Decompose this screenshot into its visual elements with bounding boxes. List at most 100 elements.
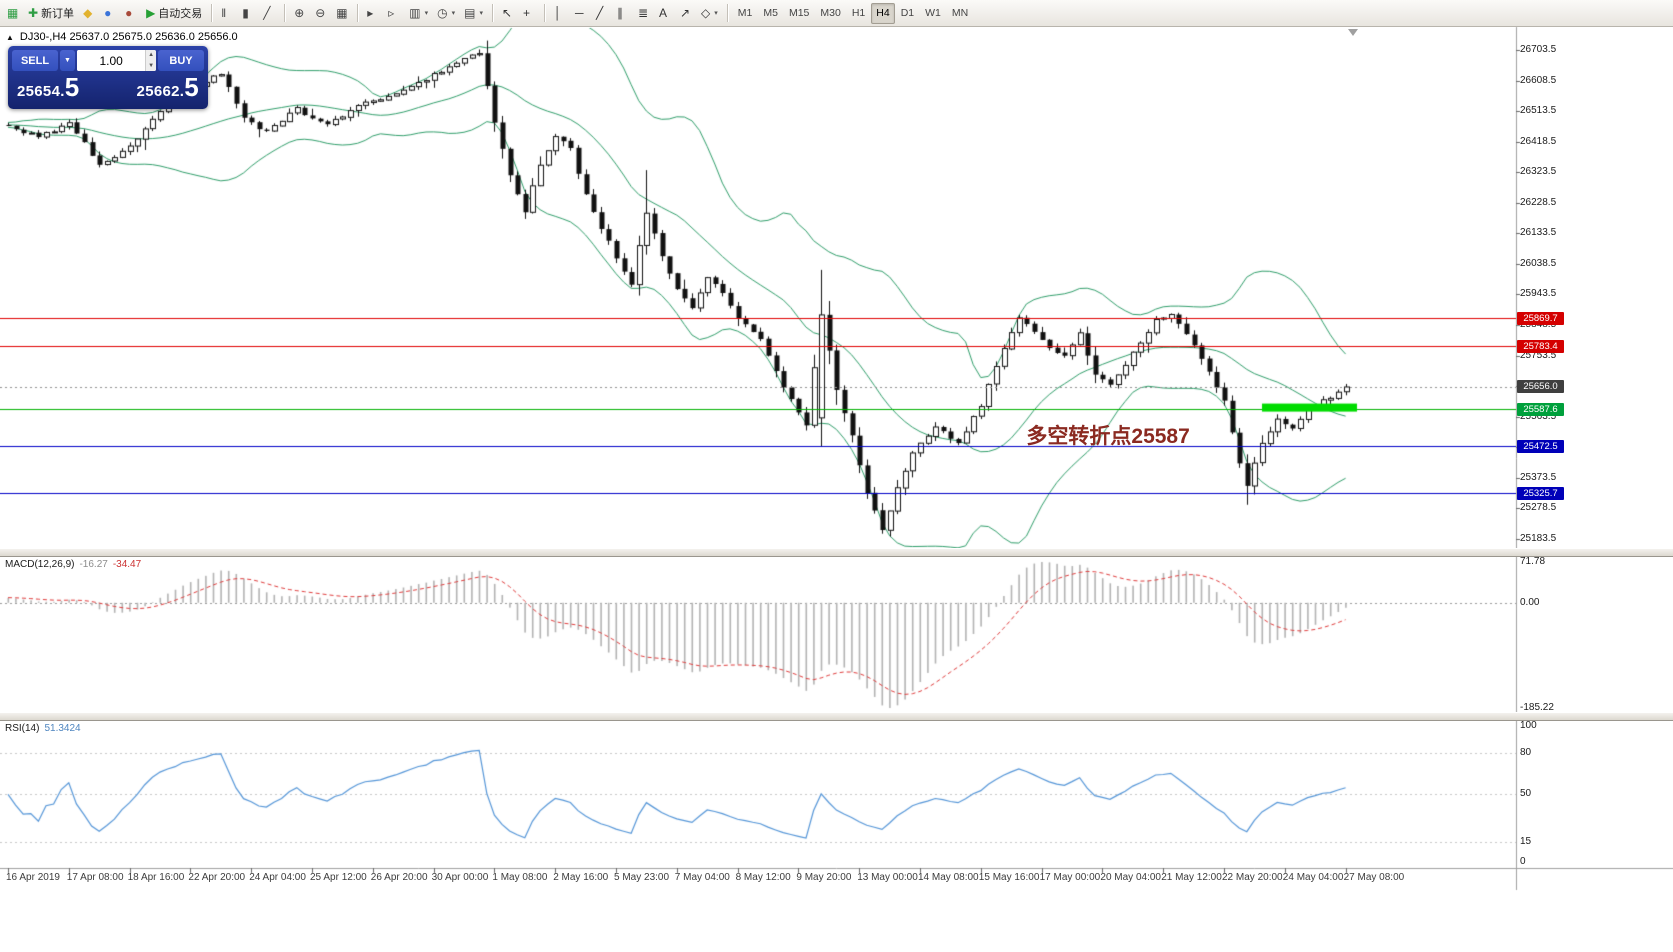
timeframe-button-h4[interactable]: H4 [871,2,895,24]
volume-input[interactable] [77,50,146,71]
time-axis-label: 18 Apr 16:00 [127,872,185,883]
shapes-icon[interactable]: ◇ ▾ [697,3,722,24]
chart-title: DJ30-,H4 25637.0 25675.0 25636.0 25656.0 [19,31,238,43]
new-chart-icon[interactable]: ▥ ▾ [405,3,432,24]
zoom-out-icon[interactable]: ⊖ [311,3,331,24]
volume-spinner: ▲ ▼ [145,50,156,71]
price-tick-label: 25563.5 [1520,410,1557,422]
timeframe-button-mn[interactable]: MN [951,7,969,19]
macd-signal-value: -34.47 [112,559,142,570]
rsi-tick-label: 0 [1520,856,1526,867]
toolbar-separator [284,4,286,22]
price-tick-label: 26513.5 [1520,105,1557,117]
new-order-button[interactable]: ✚ 新订单 [24,3,78,24]
time-axis-label: 22 May 20:00 [1222,872,1283,883]
rsi-tick-label: 80 [1520,747,1532,759]
price-tick-label: 26133.5 [1520,227,1557,239]
horizontal-line-icon[interactable]: ─ [571,3,591,24]
data-window-icon-glyph: ● [104,6,112,20]
shapes-icon-glyph: ◇ [701,6,711,20]
market-watch-icon[interactable]: ◆ [79,3,99,24]
chart-shift-icon[interactable]: ▹ [384,3,404,24]
trendline-icon-glyph: ╱ [596,6,604,20]
vertical-line-icon[interactable]: │ [550,3,570,24]
price-tick-label: 25278.5 [1520,502,1557,514]
channel-icon[interactable]: ∥ [613,3,633,24]
sell-button[interactable]: SELL [12,50,58,71]
time-axis-label: 5 May 23:00 [614,872,670,883]
main-toolbar: ▦ ✚ 新订单 ◆ ● ● ▶ 自动交易 ‖ ▮ ╱ ⊕ ⊖ ▦ ▸ ▹ ▥ ▾ ◷ ▾ ▤ ▾ ↖ + │ ─ ╱ ∥ ≣ A ↗ ◇ ▾ M1… [0,0,1673,27]
zoom-in-icon[interactable]: ⊕ [290,3,310,24]
oneclick-collapse-icon[interactable]: ▲ [6,32,14,42]
price-tick-label: 26038.5 [1520,257,1557,269]
rsi-panel-separator[interactable] [0,712,1673,721]
periods-icon[interactable]: ◷ ▾ [433,3,459,24]
volume-up-button[interactable]: ▲ [146,50,156,61]
templates-icon-glyph: ▤ [464,6,476,20]
support-line-2-badge: 25325.7 [1517,486,1564,500]
templates-icon[interactable]: ▤ ▾ [460,3,487,24]
periods-icon-caret: ▾ [451,10,456,17]
chart-title-row: ▲ DJ30-,H4 25637.0 25675.0 25636.0 25656… [6,31,238,43]
new-order-button-label: 新订单 [41,8,75,20]
time-axis-label: 30 Apr 00:00 [431,872,489,883]
timeframe-button-d1[interactable]: D1 [900,7,915,19]
price-tick-label: 25373.5 [1520,471,1557,483]
vertical-line-icon-glyph: │ [554,6,562,20]
zoom-in-icon-glyph: ⊕ [294,6,305,20]
bars-chart-icon-glyph: ‖ [221,6,227,20]
volume-dropdown-button[interactable]: ▼ [60,50,75,71]
price-tick-label: 25183.5 [1520,533,1557,545]
timeframe-button-m5[interactable]: M5 [763,7,778,19]
bars-chart-icon[interactable]: ‖ [217,3,237,24]
tile-windows-icon-glyph: ▦ [336,6,348,20]
timeframe-button-m1[interactable]: M1 [737,7,753,19]
candlestick-chart-icon[interactable]: ▮ [238,3,258,24]
autotrading-button[interactable]: ▶ 自动交易 [142,3,206,24]
timeframe-button-h1[interactable]: H1 [851,7,866,19]
templates-icon-caret: ▾ [479,10,484,17]
new-chart-icon-caret: ▾ [424,10,429,17]
chart-text-annotation[interactable]: 多空转折点25587 [1026,425,1190,448]
zoom-out-icon-glyph: ⊖ [315,6,326,20]
chart-shift-marker-icon[interactable] [1348,29,1358,36]
timeframe-button-m30[interactable]: M30 [820,7,841,19]
terminal-icon[interactable]: ● [121,3,141,24]
macd-indicator-label: MACD(12,26,9) -16.27 -34.47 [5,559,141,570]
time-axis-label: 20 May 04:00 [1100,872,1161,883]
price-tick-label: 26703.5 [1520,43,1557,55]
auto-scroll-icon[interactable]: ▸ [363,3,383,24]
tile-windows-icon[interactable]: ▦ [332,3,352,24]
arrow-object-icon[interactable]: ↗ [676,3,696,24]
macd-tick-label: -185.22 [1520,702,1554,713]
rsi-indicator-label: RSI(14) 51.3424 [5,723,81,734]
one-click-trading-panel: SELL ▼ ▲ ▼ BUY 25654.5 25662.5 [8,46,208,109]
time-axis-label: 17 Apr 08:00 [66,872,124,883]
fibonacci-icon[interactable]: ≣ [634,3,654,24]
buy-button[interactable]: BUY [158,50,204,71]
time-axis-label: 27 May 08:00 [1343,872,1405,883]
macd-panel-separator[interactable] [0,548,1673,557]
sell-price[interactable]: 25654.5 [17,72,80,102]
price-tick-label: 26323.5 [1520,166,1557,178]
candlestick-chart-icon-glyph: ▮ [242,6,249,20]
auto-scroll-icon-glyph: ▸ [367,6,374,20]
fibonacci-icon-glyph: ≣ [638,6,649,20]
timeframe-button-m15[interactable]: M15 [788,7,810,19]
trendline-icon[interactable]: ╱ [592,3,612,24]
data-window-icon[interactable]: ● [100,3,120,24]
line-chart-icon[interactable]: ╱ [259,3,279,24]
mt-logo-icon-glyph: ▦ [7,6,19,20]
time-axis-label: 8 May 12:00 [735,872,791,883]
cursor-icon[interactable]: ↖ [498,3,518,24]
time-axis-label: 24 May 04:00 [1282,872,1344,883]
crosshair-icon[interactable]: + [519,3,539,24]
volume-down-button[interactable]: ▼ [146,60,156,71]
arrow-object-icon-glyph: ↗ [680,6,691,20]
shapes-icon-caret: ▾ [714,10,718,17]
text-icon[interactable]: A [655,3,675,24]
timeframe-button-w1[interactable]: W1 [925,7,941,19]
time-axis-label: 1 May 08:00 [492,872,548,883]
buy-price[interactable]: 25662.5 [136,72,199,102]
